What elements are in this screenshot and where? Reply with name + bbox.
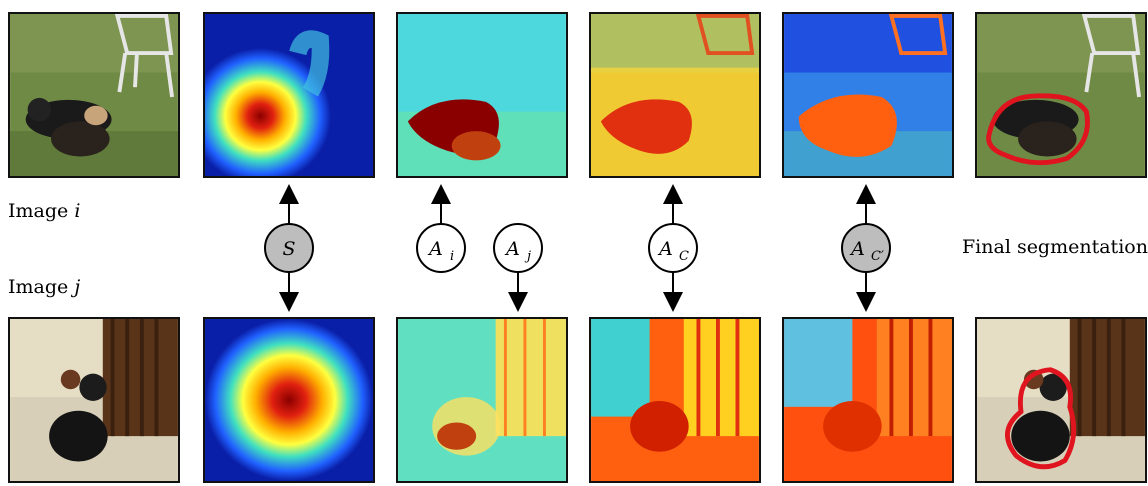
node-acp-subscript: C′ bbox=[871, 249, 884, 264]
final-segmentation-j bbox=[975, 317, 1147, 483]
node-s-symbol: S bbox=[282, 238, 295, 260]
affinity-picture bbox=[591, 319, 759, 481]
node-ac: A C bbox=[648, 223, 698, 273]
affinity-picture bbox=[784, 14, 952, 176]
heatmap-picture bbox=[205, 14, 373, 176]
node-ai-subscript: i bbox=[450, 249, 454, 264]
node-ai: A i bbox=[416, 223, 466, 273]
node-acp-symbol: A bbox=[849, 238, 865, 260]
final-segmentation-i bbox=[975, 12, 1147, 178]
affinity-aj-map bbox=[396, 317, 568, 483]
affinity-picture bbox=[591, 14, 759, 176]
image-j-photo bbox=[8, 317, 180, 483]
affinity-ac-map-i bbox=[589, 12, 761, 178]
image-i-label: Image i bbox=[8, 200, 80, 222]
node-aj-symbol: A bbox=[504, 238, 520, 260]
image-j-label-text: Image bbox=[8, 276, 69, 298]
node-aj: A j bbox=[493, 223, 543, 273]
affinity-acp-map-j bbox=[782, 317, 954, 483]
segmented-dogs-picture bbox=[977, 14, 1145, 176]
node-aj-subscript: j bbox=[524, 249, 531, 264]
affinity-acp-map-i bbox=[782, 12, 954, 178]
affinity-ac-map-j bbox=[589, 317, 761, 483]
node-ac-subscript: C bbox=[679, 249, 689, 264]
affinity-ai-map bbox=[396, 12, 568, 178]
dogs-on-grass-picture bbox=[10, 14, 178, 176]
node-ai-symbol: A bbox=[427, 238, 443, 260]
image-i-label-var: i bbox=[74, 200, 81, 222]
node-s: S bbox=[264, 223, 314, 273]
image-j-label: Image j bbox=[8, 276, 80, 298]
affinity-picture bbox=[784, 319, 952, 481]
segmented-dogs-picture bbox=[977, 319, 1145, 481]
final-segmentation-label: Final segmentation bbox=[962, 236, 1148, 258]
node-ac-symbol: A bbox=[657, 238, 673, 260]
image-j-label-var: j bbox=[74, 276, 81, 298]
similarity-heatmap-j bbox=[203, 317, 375, 483]
dogs-in-room-picture bbox=[10, 319, 178, 481]
node-acp: A C′ bbox=[841, 223, 891, 273]
heatmap-picture bbox=[205, 319, 373, 481]
affinity-picture bbox=[398, 319, 566, 481]
image-i-photo bbox=[8, 12, 180, 178]
affinity-picture bbox=[398, 14, 566, 176]
image-i-label-text: Image bbox=[8, 200, 69, 222]
similarity-heatmap-i bbox=[203, 12, 375, 178]
